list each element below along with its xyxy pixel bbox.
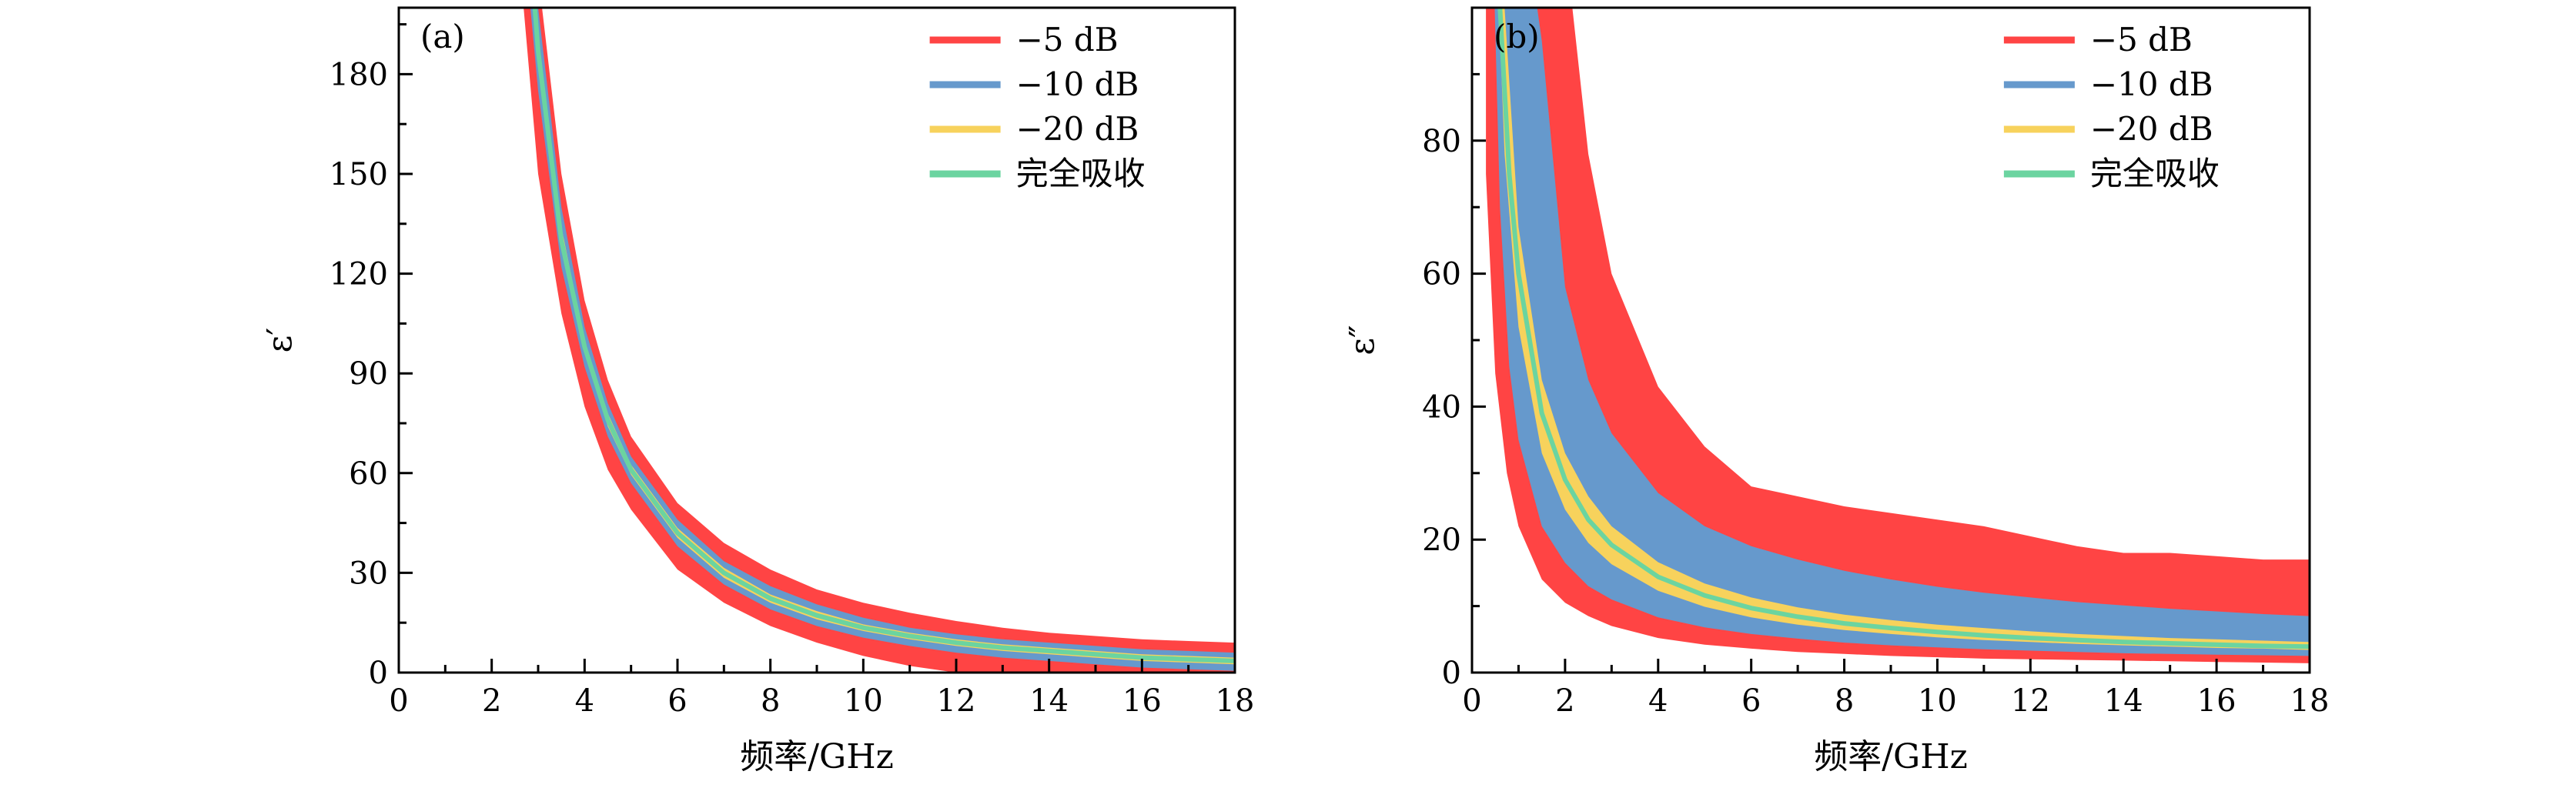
x-tick-label: 10 [1918, 683, 1957, 719]
y-tick-label: 0 [369, 656, 388, 691]
x-tick-label: 8 [761, 683, 780, 719]
plot-area [1486, 8, 2310, 663]
legend-entry-label: 完全吸收 [1016, 155, 1146, 192]
legend: −5 dB −10 dB −20 dB 完全吸收 [929, 21, 1146, 192]
x-axis-label: 频率/GHz [740, 737, 894, 776]
x-tick-label: 4 [575, 683, 594, 719]
x-tick-label: 6 [1741, 683, 1761, 719]
legend-entry-label: −5 dB [2090, 21, 2193, 58]
x-axis-label: 频率/GHz [1814, 737, 1968, 776]
legend: −5 dB −10 dB −20 dB 完全吸收 [2003, 21, 2220, 192]
chart-panel-a: 0 2 4 6 8 10 12 14 16 180306090120150180频率/GHzε′(… [260, 6, 1255, 776]
x-tick-label: 16 [1122, 683, 1162, 719]
y-tick-label: 80 [1422, 124, 1461, 159]
x-tick-label: 12 [937, 683, 976, 719]
y-tick-label: 90 [349, 356, 388, 392]
x-tick-label: 0 [389, 683, 408, 719]
x-tick-label: 18 [2290, 683, 2330, 719]
x-tick-label: 14 [2104, 683, 2143, 719]
y-tick-label: 60 [1422, 257, 1461, 292]
y-tick-label: 20 [1422, 523, 1461, 558]
line-series-3 [1497, 8, 2310, 649]
x-tick-label: 18 [1216, 683, 1255, 719]
y-axis-label: ε″ [1343, 325, 1382, 355]
x-tick-label: 2 [1555, 683, 1574, 719]
legend-entry-label: 完全吸收 [2090, 155, 2220, 192]
y-tick-label: 180 [330, 57, 388, 92]
y-tick-label: 150 [330, 157, 388, 192]
band-series-0 [1486, 8, 2310, 663]
plot-area [524, 8, 1235, 673]
line-series-3 [532, 8, 1235, 663]
plot-frame [397, 6, 1236, 674]
x-tick-label: 16 [2197, 683, 2236, 719]
panel-label: (b) [1494, 18, 1540, 55]
y-tick-label: 120 [330, 257, 388, 292]
x-tick-label: 14 [1029, 683, 1069, 719]
legend-entry-label: −20 dB [2090, 110, 2213, 148]
legend-entry-label: −10 dB [1016, 65, 1139, 103]
y-tick-label: 60 [349, 456, 388, 492]
x-tick-label: 10 [844, 683, 883, 719]
x-tick-label: 12 [2011, 683, 2050, 719]
legend-entry-label: −10 dB [2090, 65, 2213, 103]
x-tick-label: 0 [1462, 683, 1481, 719]
y-tick-label: 40 [1422, 389, 1461, 425]
legend-entry-label: −20 dB [1016, 110, 1139, 148]
y-axis-label: ε′ [260, 328, 299, 353]
x-tick-label: 2 [482, 683, 501, 719]
legend-entry-label: −5 dB [1016, 21, 1119, 58]
y-tick-label: 0 [1442, 656, 1461, 691]
x-tick-label: 4 [1648, 683, 1668, 719]
chart-panel-b: 0 2 4 6 8 10 12 14 16 18 0 20 40 60 80 频率/GHz ε″ (b) −5 dB… [1343, 6, 2330, 776]
y-tick-label: 30 [349, 556, 388, 591]
panel-label: (a) [420, 18, 465, 55]
x-tick-label: 6 [667, 683, 687, 719]
x-tick-label: 8 [1835, 683, 1854, 719]
